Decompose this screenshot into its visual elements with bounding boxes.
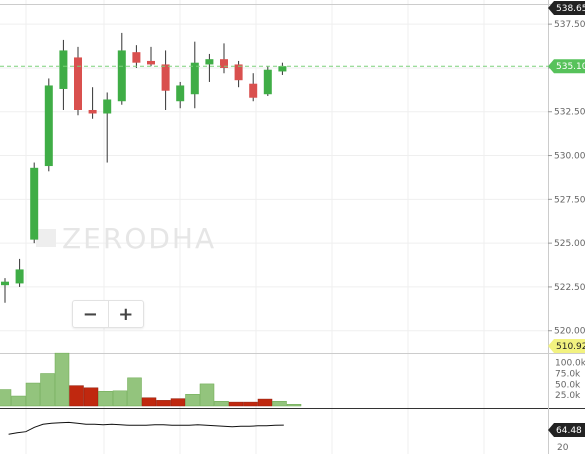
volume-bar [228,401,244,407]
candle-body [117,50,126,102]
indicator-panel [8,421,284,435]
volume-panel [0,352,302,407]
candle-body [205,59,214,65]
indicator-line [8,421,284,435]
price-panel [0,32,548,303]
volume-tick-label: 75.0k [555,370,581,380]
price-tick-label: 525.00 [554,239,585,249]
candle-body [161,64,170,91]
zoom-controls: − + [72,300,144,328]
candle-body [234,64,243,81]
low-price-tag-label: 510.92 [556,342,585,352]
volume-bar [83,387,99,407]
indicator-tick-label: 20 [557,443,569,453]
volume-bar [25,382,41,407]
price-tick-label: 530.00 [554,152,585,162]
volume-tick-label: 25.0k [555,391,581,401]
price-tick-label: 532.50 [554,108,585,118]
candle-body [220,59,228,68]
volume-bar [170,398,186,407]
candle-body [278,66,287,72]
volume-bar [185,394,200,407]
watermark-text: ZERODHA [62,222,216,255]
candle-body [176,85,185,102]
volume-tick-label: 100.0k [555,359,585,369]
volume-bar [214,400,229,407]
candle-body [15,269,24,284]
volume-bar [199,383,215,407]
volume-bar [127,377,142,407]
candle-body [103,99,112,114]
top-price-tag-shape [548,1,585,15]
candle-body [132,52,141,63]
candle-body [44,85,53,167]
last-price-tag: 535.10 [548,59,585,74]
volume-tick-label: 50.0k [555,380,581,390]
volume-bar [40,373,55,407]
last-price-tag-shape [548,59,585,74]
volume-bar [257,398,273,407]
price-tick-label: 522.50 [554,283,585,293]
indicator-value-tag-shape [548,423,585,437]
volume-bar [112,390,128,407]
price-axis[interactable]: 537.50535.00532.50530.00527.50525.00522.… [548,0,585,454]
price-tick-label: 537.50 [554,20,585,30]
candle-body [30,167,39,240]
candle-body [59,50,68,89]
volume-bar [141,397,157,407]
candle-body [147,60,155,65]
volume-bar [0,389,12,407]
zoom-out-button[interactable]: − [82,303,98,325]
last-price-tag-label: 535.10 [556,62,585,72]
volume-bar [98,391,113,407]
candle-body [190,62,199,95]
candle-body [263,69,272,95]
volume-bar [272,400,287,407]
candle-body [249,83,258,98]
candle-body [1,281,9,286]
volume-bar [54,352,70,407]
zoom-in-button[interactable]: + [107,301,144,327]
indicator-value-tag-label: 64.48 [556,426,582,436]
volume-bar [11,395,26,407]
volume-bar [69,385,84,407]
indicator-value-tag: 64.48 [548,423,585,437]
top-price-tag: 538.65 [548,1,585,15]
top-price-tag-label: 538.65 [556,4,585,14]
candle-body [88,109,97,114]
low-price-tag: 510.92 [548,339,585,353]
volume-bar [243,401,258,407]
price-tick-label: 520.00 [554,327,585,337]
volume-bar [156,400,171,407]
volume-bar [286,404,302,407]
candle-body [74,57,82,110]
low-price-tag-shape [548,339,585,353]
price-tick-label: 527.50 [554,195,585,205]
watermark-logo-icon [36,229,56,247]
